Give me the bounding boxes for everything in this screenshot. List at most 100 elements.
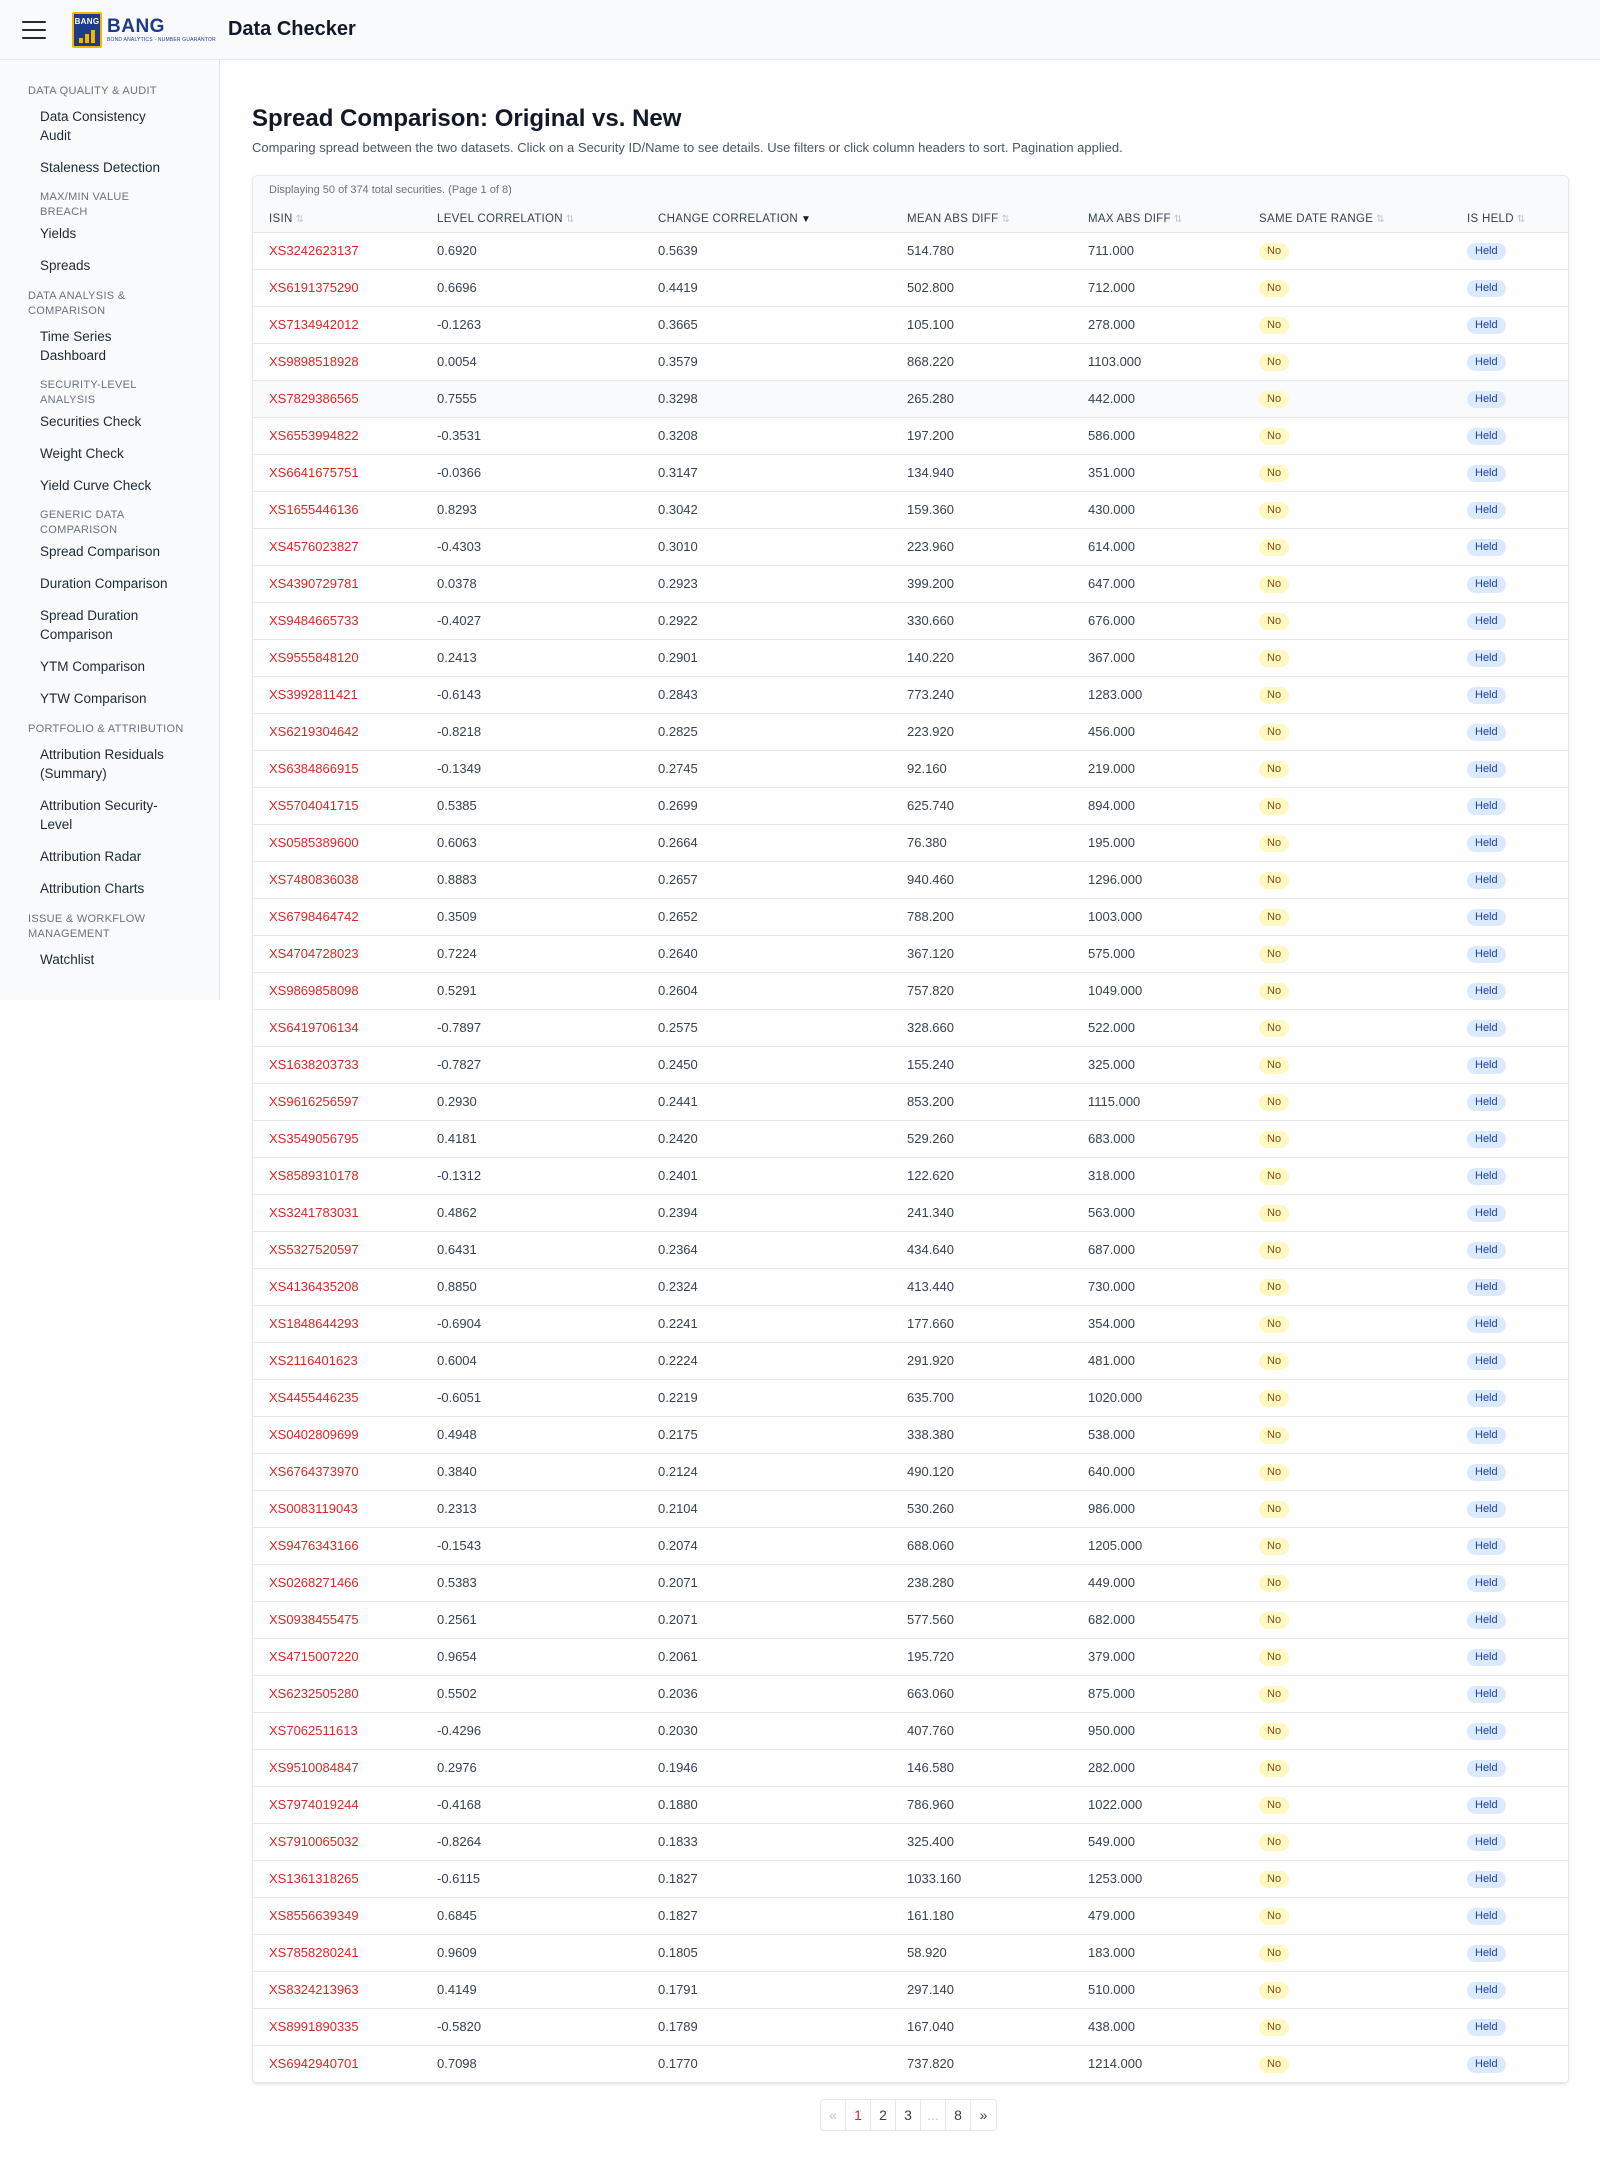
menu-icon[interactable] xyxy=(22,20,46,39)
isin-link[interactable]: XS7858280241 xyxy=(269,1945,359,1960)
isin-link[interactable]: XS3241783031 xyxy=(269,1205,359,1220)
column-header-isin[interactable]: ISIN ⇅ xyxy=(253,206,421,233)
isin-link[interactable]: XS1848644293 xyxy=(269,1316,359,1331)
sidebar-item-attribution-charts[interactable]: Attribution Charts xyxy=(40,881,145,896)
sidebar-item-yields[interactable]: Yields xyxy=(40,226,77,241)
is-held-cell: Held xyxy=(1451,232,1568,269)
held-badge: Held xyxy=(1467,1907,1506,1925)
page-ellipsis: ... xyxy=(921,2100,946,2130)
sidebar-item-ytw-comparison[interactable]: YTW Comparison xyxy=(40,691,147,706)
isin-link[interactable]: XS3549056795 xyxy=(269,1131,359,1146)
isin-link[interactable]: XS6764373970 xyxy=(269,1464,359,1479)
isin-link[interactable]: XS6641675751 xyxy=(269,465,359,480)
sidebar-item-staleness-detection[interactable]: Staleness Detection xyxy=(40,160,161,175)
sidebar-item-attribution-security-level[interactable]: Attribution Security-Level xyxy=(40,798,158,832)
is-held-cell: Held xyxy=(1451,2045,1568,2082)
column-header-level-correlation[interactable]: LEVEL CORRELATION ⇅ xyxy=(421,206,642,233)
mean-abs-diff-cell: 76.380 xyxy=(907,835,947,850)
isin-link[interactable]: XS0585389600 xyxy=(269,835,359,850)
isin-link[interactable]: XS7480836038 xyxy=(269,872,359,887)
same-date-range-cell: No xyxy=(1243,1268,1451,1305)
isin-link[interactable]: XS9484665733 xyxy=(269,613,359,628)
isin-link[interactable]: XS9869858098 xyxy=(269,983,359,998)
sidebar-item-spread-comparison[interactable]: Spread Comparison xyxy=(40,544,161,559)
sidebar-item-weight-check[interactable]: Weight Check xyxy=(40,446,124,461)
isin-link[interactable]: XS1655446136 xyxy=(269,502,359,517)
isin-link[interactable]: XS9616256597 xyxy=(269,1094,359,1109)
isin-link[interactable]: XS0083119043 xyxy=(269,1501,358,1516)
isin-link[interactable]: XS7829386565 xyxy=(269,391,359,406)
table-row: XS6232505280 0.5502 0.2036 663.060 875.000 No… xyxy=(253,1675,1568,1712)
next-page-button[interactable]: » xyxy=(971,2100,996,2130)
column-header-is-held[interactable]: IS HELD ⇅ xyxy=(1451,206,1568,233)
logo[interactable]: BANG BANG BOND ANALYTICS · NUMBER GUARAN… xyxy=(72,11,216,48)
isin-link[interactable]: XS5327520597 xyxy=(269,1242,359,1257)
isin-link[interactable]: XS4455446235 xyxy=(269,1390,359,1405)
isin-link[interactable]: XS3242623137 xyxy=(269,243,359,258)
mean-abs-diff-cell: 502.800 xyxy=(907,280,954,295)
isin-link[interactable]: XS6419706134 xyxy=(269,1020,359,1035)
column-header-label: ISIN xyxy=(269,212,293,225)
column-header-max-abs-diff[interactable]: MAX ABS DIFF ⇅ xyxy=(1072,206,1243,233)
isin-link[interactable]: XS5704041715 xyxy=(269,798,359,813)
isin-link[interactable]: XS8324213963 xyxy=(269,1982,359,1997)
isin-link[interactable]: XS3992811421 xyxy=(269,687,358,702)
page-8-button[interactable]: 8 xyxy=(946,2100,971,2130)
max-abs-diff-cell: 950.000 xyxy=(1088,1723,1135,1738)
sidebar-item-ytm-comparison[interactable]: YTM Comparison xyxy=(40,659,146,674)
column-header-mean-abs-diff[interactable]: MEAN ABS DIFF ⇅ xyxy=(891,206,1072,233)
isin-link[interactable]: XS8556639349 xyxy=(269,1908,359,1923)
isin-link[interactable]: XS1638203733 xyxy=(269,1057,359,1072)
isin-link[interactable]: XS9476343166 xyxy=(269,1538,359,1553)
isin-link[interactable]: XS7062511613 xyxy=(269,1723,358,1738)
isin-link[interactable]: XS6942940701 xyxy=(269,2056,359,2071)
sidebar-item-yield-curve-check[interactable]: Yield Curve Check xyxy=(40,478,152,493)
results-info: Displaying 50 of 374 total securities. (… xyxy=(253,176,1568,206)
column-header-change-correlation[interactable]: CHANGE CORRELATION ▼ xyxy=(642,206,891,233)
isin-link[interactable]: XS4704728023 xyxy=(269,946,359,961)
isin-link[interactable]: XS0268271466 xyxy=(269,1575,359,1590)
isin-link[interactable]: XS6191375290 xyxy=(269,280,359,295)
isin-link[interactable]: XS4136435208 xyxy=(269,1279,359,1294)
isin-link[interactable]: XS4390729781 xyxy=(269,576,359,591)
isin-link[interactable]: XS1361318265 xyxy=(269,1871,359,1886)
level-correlation-cell: 0.5383 xyxy=(437,1575,477,1590)
isin-link[interactable]: XS4576023827 xyxy=(269,539,359,554)
isin-link[interactable]: XS6232505280 xyxy=(269,1686,359,1701)
isin-link[interactable]: XS8991890335 xyxy=(269,2019,359,2034)
isin-link[interactable]: XS7134942012 xyxy=(269,317,359,332)
isin-link[interactable]: XS7910065032 xyxy=(269,1834,359,1849)
page-1-button[interactable]: 1 xyxy=(846,2100,871,2130)
isin-link[interactable]: XS6798464742 xyxy=(269,909,359,924)
table-row: XS8991890335 -0.5820 0.1789 167.040 438.000 N… xyxy=(253,2008,1568,2045)
isin-link[interactable]: XS4715007220 xyxy=(269,1649,359,1664)
same-date-range-badge: No xyxy=(1259,2055,1290,2073)
isin-link[interactable]: XS9555848120 xyxy=(269,650,359,665)
sidebar-item-attribution-residuals-summary[interactable]: Attribution Residuals (Summary) xyxy=(40,747,164,781)
held-badge: Held xyxy=(1467,1833,1506,1851)
isin-link[interactable]: XS6553994822 xyxy=(269,428,359,443)
isin-link[interactable]: XS9510084847 xyxy=(269,1760,359,1775)
isin-link[interactable]: XS6384866915 xyxy=(269,761,359,776)
sidebar-item-data-consistency-audit[interactable]: Data Consistency Audit xyxy=(40,109,146,143)
sidebar-item-spread-duration-comparison[interactable]: Spread Duration Comparison xyxy=(40,608,139,642)
isin-link[interactable]: XS7974019244 xyxy=(269,1797,359,1812)
sidebar-item-time-series-dashboard[interactable]: Time Series Dashboard xyxy=(40,329,112,363)
page-2-button[interactable]: 2 xyxy=(871,2100,896,2130)
isin-link[interactable]: XS2116401623 xyxy=(269,1353,358,1368)
isin-link[interactable]: XS0938455475 xyxy=(269,1612,359,1627)
table-row: XS6641675751 -0.0366 0.3147 134.940 351.000 N… xyxy=(253,454,1568,491)
column-header-same-date-range[interactable]: SAME DATE RANGE ⇅ xyxy=(1243,206,1451,233)
sidebar-item-attribution-radar[interactable]: Attribution Radar xyxy=(40,849,142,864)
page-3-button[interactable]: 3 xyxy=(896,2100,921,2130)
isin-link[interactable]: XS8589310178 xyxy=(269,1168,359,1183)
held-badge: Held xyxy=(1467,908,1506,926)
isin-link[interactable]: XS9898518928 xyxy=(269,354,359,369)
isin-link[interactable]: XS0402809699 xyxy=(269,1427,359,1442)
change-correlation-cell: 0.1827 xyxy=(658,1871,698,1886)
sidebar-item-watchlist[interactable]: Watchlist xyxy=(40,952,95,967)
isin-link[interactable]: XS6219304642 xyxy=(269,724,359,739)
sidebar-item-spreads[interactable]: Spreads xyxy=(40,258,91,273)
sidebar-item-duration-comparison[interactable]: Duration Comparison xyxy=(40,576,168,591)
sidebar-item-securities-check[interactable]: Securities Check xyxy=(40,414,142,429)
